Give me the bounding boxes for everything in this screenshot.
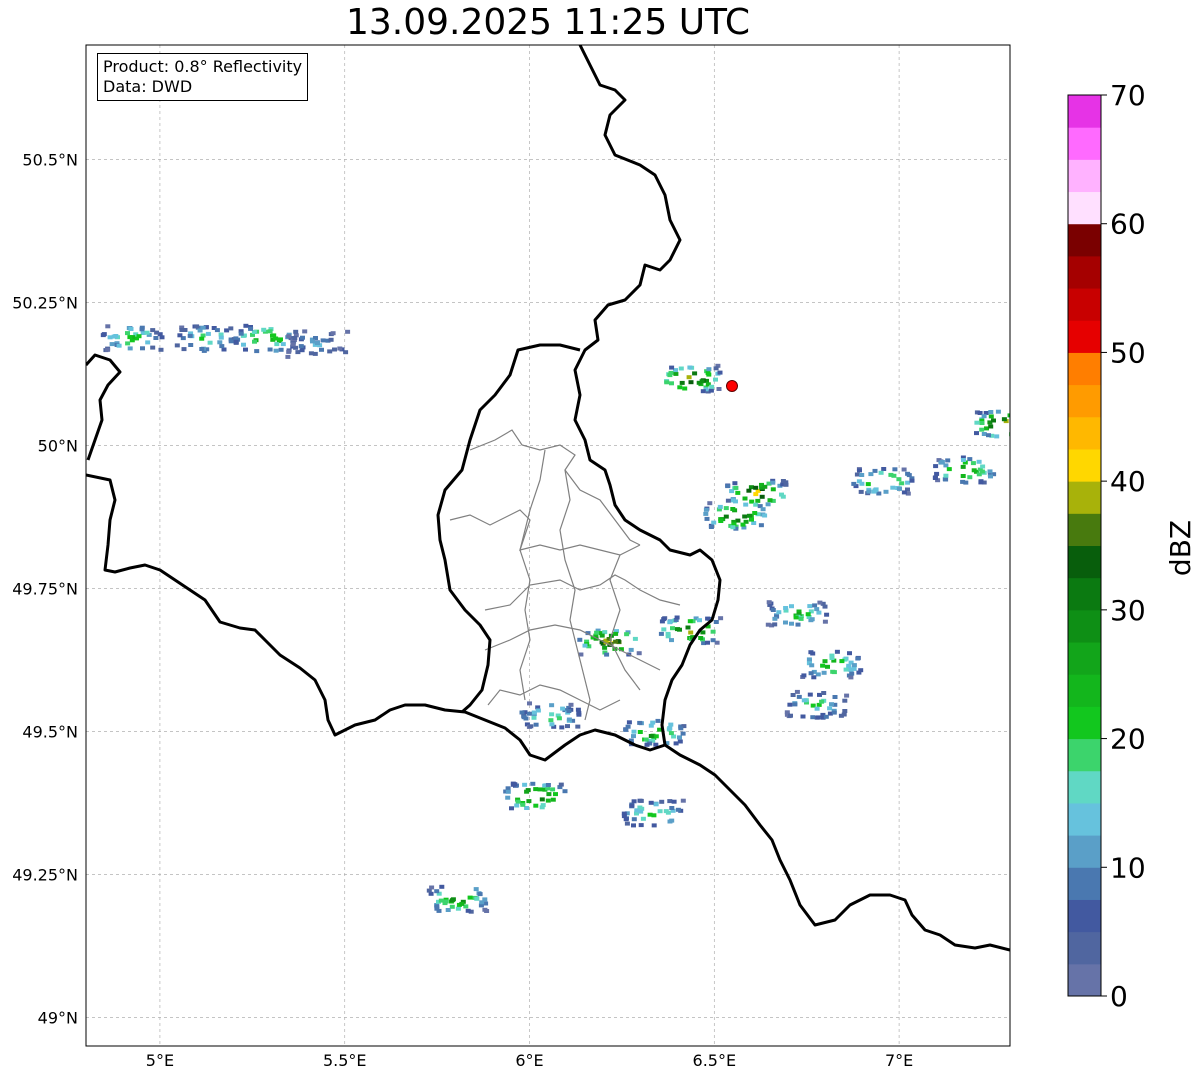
map-background [86,45,1010,1046]
radar-echo-cell [974,409,1010,439]
colorbar-segment [1068,931,1101,965]
colorbar-segment [1068,674,1101,707]
lon-tick-label: 5.5°E [323,1051,367,1070]
radar-echo-cell [703,501,768,531]
lat-tick-label: 50.5°N [22,150,78,169]
radar-echo-cell [932,455,997,485]
lon-tick-label: 7°E [885,1051,913,1070]
colorbar-segment [1068,738,1101,772]
radar-echo-cell [765,600,830,628]
radar-echo-cell [285,329,351,359]
colorbar-tick-label: 40 [1110,465,1146,498]
admin-borders [449,429,681,721]
map-title: 13.09.2025 11:25 UTC [345,2,751,43]
colorbar-segment [1068,352,1101,386]
lat-tick-label: 50°N [38,436,78,455]
colorbar-segment [1068,770,1101,804]
lon-tick-label: 6.5°E [693,1051,737,1070]
colorbar-unit-label: dBZ [1164,520,1197,576]
colorbar-tick-label: 20 [1110,723,1146,756]
lon-tick-label: 5°E [146,1051,174,1070]
colorbar-tick-label: 60 [1110,208,1146,241]
colorbar-segment [1068,642,1101,675]
radar-site-marker [726,380,738,392]
gridlines [86,45,1010,1046]
colorbar-tick-label: 0 [1110,980,1128,1013]
colorbar-segment [1068,384,1101,418]
country-borders [86,45,1010,952]
colorbar-segment [1068,320,1101,353]
radar-echo-cell [800,649,864,680]
colorbar-segment [1068,127,1101,160]
radar-echo-cell [426,884,490,914]
radar-echo-cell [100,324,165,353]
lat-tick-label: 50.25°N [12,293,78,312]
colorbar-tick-label: 50 [1110,336,1146,369]
colorbar-tick-label: 30 [1110,594,1146,627]
map-frame [85,44,1011,1047]
colorbar-segment [1068,255,1101,289]
colorbar-segment [1068,545,1101,579]
lat-tick-label: 49.75°N [12,579,78,598]
colorbar-segment [1068,223,1101,257]
radar-echo-cell [658,615,724,646]
lat-tick-label: 49.25°N [12,865,78,884]
colorbar-segment [1068,95,1101,128]
radar-echo-cell [519,701,582,730]
colorbar-segment [1068,609,1101,643]
colorbar-segment [1068,802,1101,836]
radar-echo-cell [664,363,723,394]
colorbar-segment [1068,513,1101,546]
colorbar-segment [1068,159,1101,193]
radar-echo-cell [174,324,239,353]
radar-echo-cell [784,689,850,720]
info-box: Product: 0.8° Reflectivity Data: DWD [97,53,309,101]
colorbar-segment [1068,577,1101,611]
lat-tick-label: 49.5°N [22,722,78,741]
colorbar-segment [1068,867,1101,900]
radar-echo-cell [621,798,686,828]
colorbar-segment [1068,288,1101,321]
colorbar-segment [1068,899,1101,933]
colorbar-segment [1068,448,1101,482]
lat-tick-label: 49°N [38,1008,78,1027]
radar-echo-cell [725,478,789,507]
colorbar-segment [1068,416,1101,450]
colorbar-segment [1068,191,1101,225]
radar-echo-cell [851,467,915,496]
lon-tick-label: 6°E [515,1051,543,1070]
colorbar-tick-label: 70 [1110,79,1146,112]
radar-echo-cell [503,781,568,811]
colorbar-segment [1068,963,1101,997]
product-label: Product: 0.8° Reflectivity [103,57,303,76]
colorbar-tick-label: 10 [1110,851,1146,884]
colorbar-segment [1068,706,1101,740]
data-source-label: Data: DWD [103,77,193,96]
colorbar-segment [1068,835,1101,868]
colorbar: 0 10 20 30 40 50 60 70 [1067,79,1146,1013]
axis-ticks: 5°E 5.5°E 6°E 6.5°E 7°E 50.5°N 50.25°N 50°N 49.7… [12,150,913,1070]
colorbar-segment [1068,481,1101,514]
colorbar-frame [1067,94,1102,997]
